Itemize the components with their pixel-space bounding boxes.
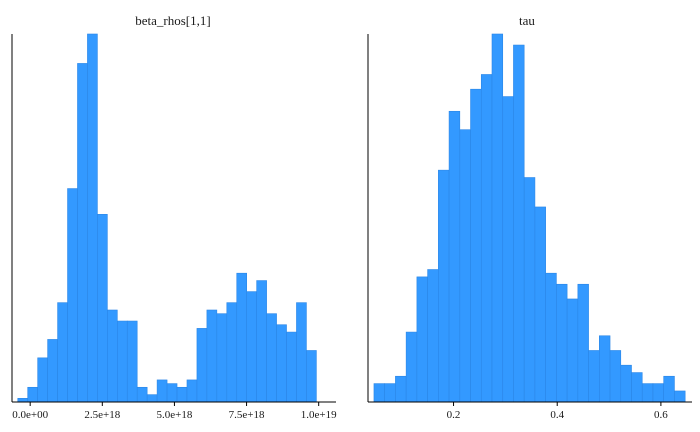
histogram-bar — [556, 283, 568, 403]
panel-title-beta-rhos: beta_rhos[1,1] — [135, 13, 210, 28]
x-tick-label: 1.0e+19 — [301, 409, 337, 421]
histogram-bar — [246, 291, 257, 403]
histogram-bar — [256, 280, 267, 403]
histogram-bar — [37, 357, 48, 403]
histogram-bar — [395, 375, 407, 403]
histogram-bar — [502, 96, 514, 403]
histogram-bar — [534, 206, 546, 403]
histogram-bar — [641, 383, 654, 403]
panel-tau: tau 0.2 0.4 0.6 — [367, 13, 692, 421]
histogram-bar — [599, 335, 611, 403]
histogram-bar — [196, 328, 208, 403]
histogram-bar — [266, 313, 277, 403]
histogram-bar — [186, 379, 198, 403]
histogram-bar — [631, 372, 643, 403]
histogram-bar — [480, 74, 493, 403]
x-tick-label: 0.2 — [447, 409, 461, 421]
histogram-bar — [470, 88, 482, 403]
bars-beta-rhos — [17, 33, 317, 403]
x-tick-label: 0.4 — [550, 409, 564, 421]
bars-tau — [373, 33, 686, 403]
x-tick-label: 0.0e+00 — [12, 409, 48, 421]
histogram-bar — [117, 320, 128, 403]
x-tick-label: 5.0e+18 — [157, 409, 193, 421]
histogram-bar — [97, 214, 108, 403]
histogram-bar — [588, 350, 600, 403]
histogram-bar — [226, 302, 238, 403]
histogram-bar — [176, 386, 188, 403]
panel-beta-rhos: beta_rhos[1,1] 0.0e+00 2.5e+18 5.0e+18 7.5e… — [11, 13, 337, 421]
histogram-bar — [276, 324, 287, 403]
histogram-bar — [373, 383, 385, 403]
histogram-bar — [77, 63, 88, 403]
histogram-bar — [236, 272, 247, 403]
histogram-bar — [136, 386, 148, 403]
histogram-bar — [146, 394, 158, 403]
histogram-bar — [126, 320, 138, 403]
histogram-bar — [286, 331, 297, 403]
histogram-bar — [405, 331, 418, 403]
histogram-bar — [513, 44, 525, 403]
histogram-bar — [448, 110, 461, 403]
histogram-bar — [206, 309, 218, 403]
histogram-bar — [545, 272, 557, 403]
histogram-bar — [674, 390, 686, 403]
x-tick-label: 2.5e+18 — [84, 409, 120, 421]
histogram-bar — [47, 339, 58, 403]
histogram-bar — [384, 383, 396, 403]
histogram-bar — [67, 188, 78, 403]
histogram-bar — [87, 33, 98, 403]
histogram-bar — [491, 33, 504, 403]
histogram-bar — [620, 364, 632, 403]
histogram-bar — [427, 269, 439, 403]
histogram-bar — [27, 386, 38, 403]
histogram-bar — [459, 129, 471, 403]
histogram-bar — [663, 375, 675, 403]
x-tick-label: 7.5e+18 — [229, 409, 265, 421]
histogram-bar — [156, 379, 168, 403]
x-ticks-tau: 0.2 0.4 0.6 — [447, 402, 668, 421]
histogram-bar — [566, 298, 579, 403]
histogram-bar — [57, 302, 68, 403]
histogram-bar — [438, 169, 450, 403]
histogram-bar — [652, 383, 664, 403]
histogram-bar — [216, 313, 228, 403]
histogram-bar — [306, 350, 317, 403]
histogram-bar — [609, 350, 622, 403]
histogram-bar — [416, 276, 428, 403]
x-ticks-beta-rhos: 0.0e+00 2.5e+18 5.0e+18 7.5e+18 1.0e+19 — [12, 402, 337, 421]
histogram-bar — [296, 302, 307, 403]
histogram-bar — [17, 398, 29, 403]
histogram-bar — [166, 383, 178, 403]
x-tick-label: 0.6 — [654, 409, 668, 421]
histogram-bar — [523, 177, 536, 403]
panel-title-tau: tau — [519, 13, 535, 28]
histogram-bar — [577, 283, 589, 403]
histogram-bar — [107, 309, 118, 403]
